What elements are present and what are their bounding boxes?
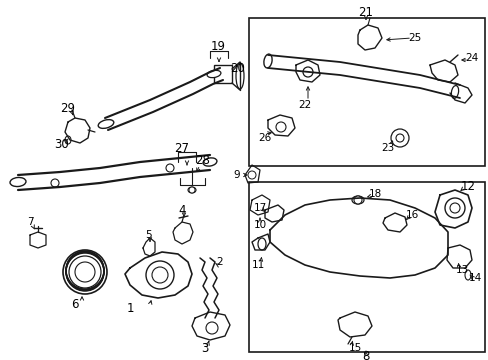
Text: 21: 21 [358,5,373,18]
Text: 20: 20 [230,62,245,75]
Circle shape [51,179,59,187]
Text: 29: 29 [61,102,75,114]
Text: 9: 9 [233,170,240,180]
Text: 25: 25 [407,33,421,43]
Circle shape [303,67,312,77]
Text: 11: 11 [251,260,264,270]
Circle shape [390,129,408,147]
Circle shape [444,198,464,218]
Ellipse shape [10,177,26,186]
Text: 14: 14 [468,273,481,283]
Circle shape [165,164,174,172]
Ellipse shape [98,120,114,129]
Text: 5: 5 [144,230,151,240]
Ellipse shape [187,187,196,193]
Text: 13: 13 [454,265,468,275]
Text: 7: 7 [27,217,33,227]
Ellipse shape [65,136,71,144]
Text: 30: 30 [55,139,69,152]
Bar [214,65,231,83]
Bar [248,182,484,352]
Text: 18: 18 [367,189,381,199]
Text: 2: 2 [216,257,223,267]
Text: 16: 16 [405,210,418,220]
Ellipse shape [264,54,271,68]
Text: 26: 26 [258,133,271,143]
Text: 17: 17 [253,203,266,213]
Circle shape [275,122,285,132]
Text: 3: 3 [201,342,208,355]
Text: 6: 6 [71,298,79,311]
Text: 24: 24 [465,53,478,63]
Text: 27: 27 [174,141,189,154]
Ellipse shape [351,196,363,204]
Text: 4: 4 [178,203,185,216]
Circle shape [247,171,256,179]
Bar [248,18,484,166]
Ellipse shape [450,86,458,98]
Circle shape [353,196,361,204]
Text: 19: 19 [210,40,225,54]
Text: 12: 12 [460,180,474,193]
Ellipse shape [206,70,221,78]
Text: 15: 15 [347,343,361,353]
Circle shape [189,187,195,193]
Ellipse shape [203,158,217,166]
Text: 10: 10 [253,220,266,230]
Circle shape [205,322,218,334]
Circle shape [395,134,403,142]
Ellipse shape [236,63,244,89]
Ellipse shape [464,270,470,280]
Text: 22: 22 [298,100,311,110]
Text: 28: 28 [195,153,210,166]
Text: 1: 1 [126,302,134,315]
Text: 23: 23 [381,143,394,153]
Ellipse shape [258,238,265,250]
Circle shape [449,203,459,213]
Text: 8: 8 [362,351,369,360]
